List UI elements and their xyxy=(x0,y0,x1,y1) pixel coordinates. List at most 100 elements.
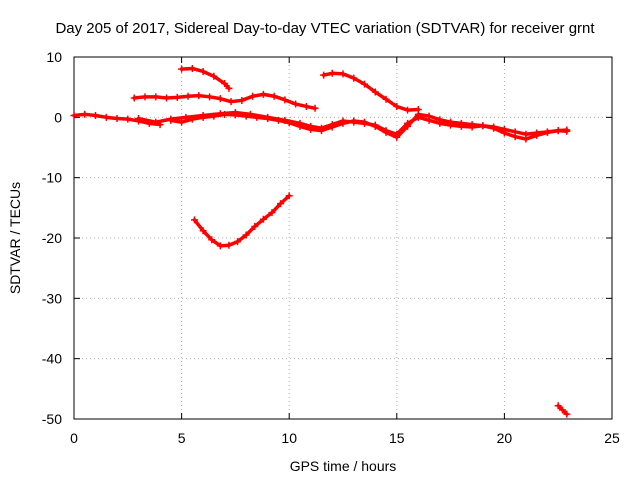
data-point xyxy=(350,117,358,125)
series-track-4 xyxy=(135,109,571,143)
data-point xyxy=(285,119,293,127)
series-track-5 xyxy=(167,110,571,141)
x-tick-label: 20 xyxy=(497,430,513,446)
data-point xyxy=(559,406,567,414)
data-point xyxy=(307,125,315,133)
y-tick-label: 10 xyxy=(46,49,62,65)
data-point xyxy=(404,122,412,130)
data-point xyxy=(208,236,216,244)
data-point xyxy=(167,116,175,124)
data-point xyxy=(328,123,336,131)
data-point xyxy=(292,100,300,108)
data-point xyxy=(242,231,250,239)
data-point xyxy=(206,93,214,101)
data-point xyxy=(216,95,224,103)
data-point xyxy=(191,216,199,224)
data-point xyxy=(393,102,401,110)
data-point xyxy=(178,118,186,126)
data-point xyxy=(152,93,160,101)
data-point xyxy=(216,242,224,250)
data-point xyxy=(259,90,267,98)
data-point xyxy=(268,209,276,217)
data-point xyxy=(227,98,235,106)
data-point xyxy=(457,119,465,127)
data-point xyxy=(479,122,487,130)
data-point xyxy=(371,88,379,96)
y-tick-label: -10 xyxy=(42,170,62,186)
data-point xyxy=(281,96,289,104)
series-track-3 xyxy=(178,64,233,92)
data-point xyxy=(302,102,310,110)
data-point xyxy=(199,113,207,121)
data-point xyxy=(141,93,149,101)
data-point xyxy=(221,110,229,118)
y-axis-label: SDTVAR / TECUs xyxy=(7,182,23,294)
data-point xyxy=(414,105,422,113)
data-point xyxy=(188,64,196,72)
data-point xyxy=(543,128,551,136)
series-line xyxy=(132,92,317,111)
data-point xyxy=(436,116,444,124)
data-point xyxy=(225,241,233,249)
data-point xyxy=(361,80,369,88)
y-tick-label: -30 xyxy=(42,290,62,306)
series-line xyxy=(192,194,291,248)
data-point xyxy=(199,67,207,75)
data-point xyxy=(468,121,476,129)
x-tick-label: 5 xyxy=(178,430,186,446)
data-point xyxy=(511,128,519,136)
grid xyxy=(74,57,612,419)
data-point xyxy=(382,128,390,136)
y-tick-label: -20 xyxy=(42,230,62,246)
data-point xyxy=(285,192,293,200)
data-point xyxy=(339,119,347,127)
data-point xyxy=(130,94,138,102)
data-point xyxy=(393,133,401,141)
data-point xyxy=(163,94,171,102)
y-tick-label: 0 xyxy=(54,109,62,125)
series-line xyxy=(321,71,421,112)
data-point xyxy=(173,93,181,101)
series-track-2 xyxy=(130,90,319,112)
data-point xyxy=(199,227,207,235)
data-point xyxy=(554,127,562,135)
data-point xyxy=(500,125,508,133)
data-point xyxy=(371,122,379,130)
data-point xyxy=(238,96,246,104)
data-point xyxy=(382,95,390,103)
data-point xyxy=(124,115,132,123)
data-point xyxy=(320,71,328,79)
data-point xyxy=(184,92,192,100)
data-point xyxy=(277,200,285,208)
y-tick-label: -50 xyxy=(42,411,62,427)
data-point xyxy=(270,92,278,100)
data-point xyxy=(188,115,196,123)
data-point xyxy=(274,116,282,124)
data-point xyxy=(554,402,562,410)
y-tick-label: -40 xyxy=(42,351,62,367)
data-points xyxy=(70,64,571,418)
data-point xyxy=(195,92,203,100)
data-point xyxy=(113,115,121,123)
data-point xyxy=(251,223,259,231)
data-point xyxy=(234,238,242,246)
data-point xyxy=(311,104,319,112)
data-point xyxy=(225,84,233,92)
data-point xyxy=(328,69,336,77)
data-point xyxy=(135,115,143,123)
data-point xyxy=(152,118,160,126)
data-point xyxy=(242,112,250,120)
data-point xyxy=(221,80,229,88)
data-point xyxy=(490,123,498,131)
data-point xyxy=(92,112,100,120)
x-tick-label: 25 xyxy=(604,430,620,446)
data-point xyxy=(253,113,261,121)
data-point xyxy=(361,118,369,126)
data-point xyxy=(339,70,347,78)
series-track-6 xyxy=(320,69,422,114)
data-point xyxy=(533,129,541,137)
data-point xyxy=(296,122,304,130)
series-track-8 xyxy=(554,402,571,418)
data-point xyxy=(317,127,325,135)
